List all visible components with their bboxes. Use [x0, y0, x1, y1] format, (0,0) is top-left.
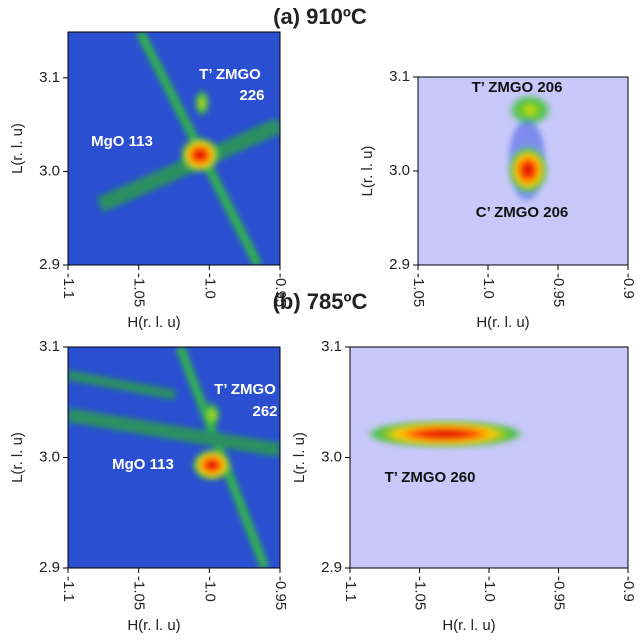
annotation: T’ ZMGO — [199, 66, 261, 83]
x-tick-label: -0.9 — [620, 273, 637, 299]
y-tick-label: 2.9 — [389, 256, 410, 273]
panel-title: (a) 910ºC — [273, 4, 367, 29]
annotation: 262 — [252, 403, 277, 420]
x-axis-label: H(r. l. u) — [476, 314, 529, 331]
x-tick-label: -1.05 — [131, 576, 148, 610]
y-axis-label: L(r. l. u) — [291, 432, 308, 483]
x-axis-label: H(r. l. u) — [442, 617, 495, 634]
x-tick-label: -1.1 — [60, 273, 77, 299]
x-tick-label: -1.05 — [131, 273, 148, 307]
annotation: T’ ZMGO 260 — [385, 469, 476, 486]
panel-title: (b) 785ºC — [273, 289, 368, 314]
annotation: MgO 113 — [112, 456, 174, 473]
y-tick-label: 3.1 — [321, 338, 342, 355]
annotation: MgO 113 — [91, 133, 153, 150]
y-tick-label: 3.1 — [389, 68, 410, 85]
intensity-map — [68, 32, 628, 568]
x-tick-label: -1.1 — [60, 576, 77, 602]
y-tick-label: 2.9 — [321, 559, 342, 576]
y-tick-label: 3.1 — [39, 338, 60, 355]
y-tick-label: 3.0 — [39, 448, 60, 465]
x-tick-label: -0.9 — [620, 576, 637, 602]
x-tick-label: -1.0 — [201, 576, 218, 602]
x-tick-label: -1.0 — [481, 576, 498, 602]
y-tick-label: 2.9 — [39, 559, 60, 576]
x-tick-label: -0.95 — [550, 273, 567, 307]
y-tick-label: 3.1 — [39, 69, 60, 86]
y-tick-label: 3.0 — [389, 162, 410, 179]
annotation: T’ ZMGO — [214, 381, 276, 398]
annotation: C’ ZMGO 206 — [476, 204, 569, 221]
annotation: 226 — [239, 87, 264, 104]
x-tick-label: -1.0 — [480, 273, 497, 299]
plot-frame — [67, 31, 281, 266]
y-tick-label: 3.0 — [39, 162, 60, 179]
x-tick-label: -1.1 — [342, 576, 359, 602]
y-tick-label: 3.0 — [321, 448, 342, 465]
y-axis-label: L(r. l. u) — [359, 146, 376, 197]
x-tick-label: -1.0 — [201, 273, 218, 299]
x-tick-label: -0.95 — [272, 273, 289, 307]
x-axis-label: H(r. l. u) — [127, 617, 180, 634]
x-axis-label: H(r. l. u) — [127, 314, 180, 331]
x-tick-label: -1.05 — [412, 576, 429, 610]
x-tick-label: -0.95 — [272, 576, 289, 610]
x-tick-label: -1.05 — [410, 273, 427, 307]
x-tick-label: -0.95 — [551, 576, 568, 610]
y-axis-label: L(r. l. u) — [9, 432, 26, 483]
y-axis-label: L(r. l. u) — [9, 123, 26, 174]
annotation: T’ ZMGO 206 — [472, 79, 563, 96]
y-tick-label: 2.9 — [39, 256, 60, 273]
